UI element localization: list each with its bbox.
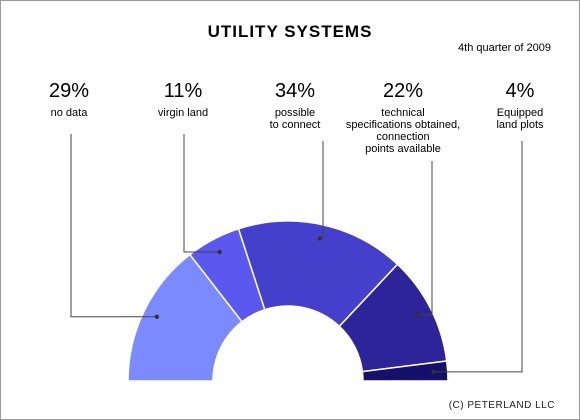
leader-dot <box>317 236 323 241</box>
chart-title: UTILITY SYSTEMS <box>207 22 373 41</box>
leader-line <box>418 161 433 316</box>
slice-percent: 4% <box>505 80 535 102</box>
leader-line <box>433 141 523 373</box>
slice-percent: 29% <box>48 80 90 102</box>
slice-description: possible to connect <box>269 107 321 131</box>
leader-dot <box>415 312 421 317</box>
slice-percent: 11% <box>163 80 203 102</box>
slice-percent: 22% <box>382 80 424 102</box>
copyright-footer: (C) PETERLAND LLC <box>448 400 555 411</box>
slice-label: 34% possible to connect <box>230 79 360 131</box>
slice-label: 22% technical specifications obtained, conn… <box>338 79 468 155</box>
leader-dot <box>431 369 436 375</box>
slice-description: Equipped land plots <box>496 107 544 131</box>
leader-line <box>183 134 220 253</box>
slice-label: 29% no data <box>4 79 134 119</box>
slice-label: 11% virgin land <box>118 79 248 119</box>
slice-description: technical specifications obtained, connect… <box>345 107 461 155</box>
slice-description: virgin land <box>157 107 209 119</box>
leader-dot <box>154 314 160 319</box>
leader-line <box>70 134 157 318</box>
chart-subtitle: 4th quarter of 2009 <box>458 42 551 54</box>
slice-description: no data <box>50 107 88 119</box>
slice-equipped-land-plots <box>361 360 449 382</box>
slice-percent: 34% <box>274 80 316 102</box>
leader-dot <box>217 249 222 255</box>
slice-label: 4% Equipped land plots <box>455 79 580 131</box>
slice-possible-to-connect <box>237 220 399 328</box>
